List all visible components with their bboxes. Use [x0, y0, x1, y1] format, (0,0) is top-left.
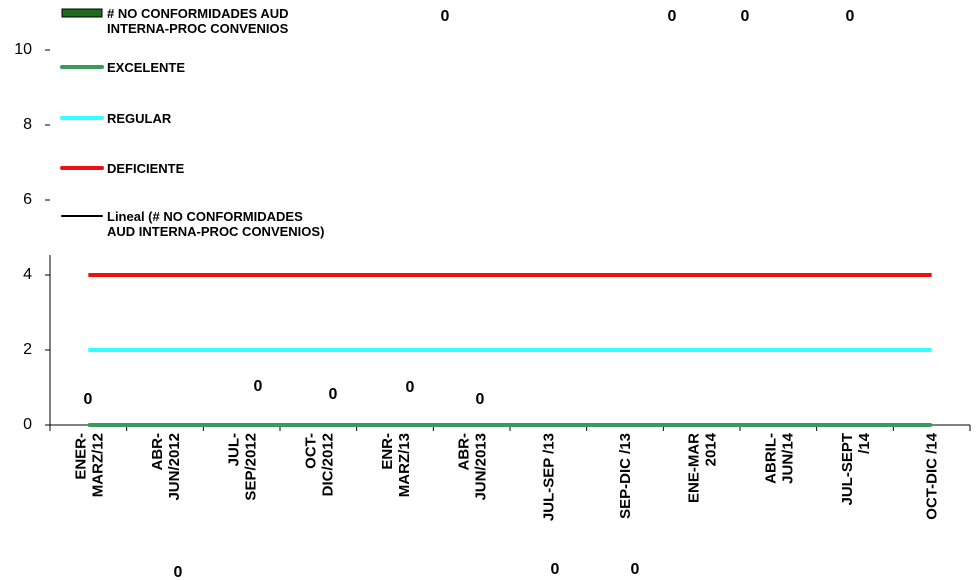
x-tick-label: SEP-DIC /13	[617, 433, 634, 519]
x-tick-label: ENE-MAR2014	[686, 432, 720, 503]
x-tick-label: ENER-MARZ/12	[72, 433, 106, 497]
data-label: 0	[84, 391, 93, 408]
x-tick-label: ABR-JUN/2013	[456, 433, 490, 501]
data-label: 0	[846, 8, 855, 25]
y-tick-label: 2	[23, 341, 32, 358]
x-tick-label: ABR-JUN/2012	[149, 433, 183, 501]
x-tick-label: JUL-SEP /13	[540, 433, 557, 521]
data-label: 0	[551, 561, 560, 578]
data-label: 0	[476, 391, 485, 408]
data-label: 0	[741, 8, 750, 25]
legend-label: EXCELENTE	[107, 60, 185, 75]
legend-swatch	[61, 8, 103, 18]
legend-label: REGULAR	[107, 111, 172, 126]
y-tick-label: 4	[23, 266, 32, 283]
legend-label: # NO CONFORMIDADES AUD INTERNA-PROC CONVE…	[107, 6, 289, 36]
y-tick-label: 0	[23, 416, 32, 433]
x-tick-label: JUL-SEPT/14	[839, 432, 873, 505]
data-label: 0	[329, 386, 338, 403]
x-tick-label: JUL-SEP/2012	[226, 433, 260, 501]
x-tick-label: ABRIL-JUN/14	[762, 432, 796, 484]
data-label: 0	[254, 378, 263, 395]
legend-label: DEFICIENTE	[107, 161, 185, 176]
data-label: 0	[406, 379, 415, 396]
data-label: 0	[441, 8, 450, 25]
x-tick-label: OCT-DIC /14	[924, 432, 941, 519]
legend-label: Lineal (# NO CONFORMIDADES AUD INTERNA-PR…	[107, 209, 324, 239]
y-tick-label: 8	[23, 116, 32, 133]
x-tick-label: OCT-DIC/2012	[302, 433, 336, 496]
data-label: 0	[668, 8, 677, 25]
x-tick-label: ENR-MARZ/13	[379, 433, 413, 497]
data-label: 0	[631, 561, 640, 578]
y-tick-label: 6	[23, 191, 32, 208]
data-label: 0	[174, 564, 183, 580]
y-tick-label: 10	[14, 41, 32, 58]
